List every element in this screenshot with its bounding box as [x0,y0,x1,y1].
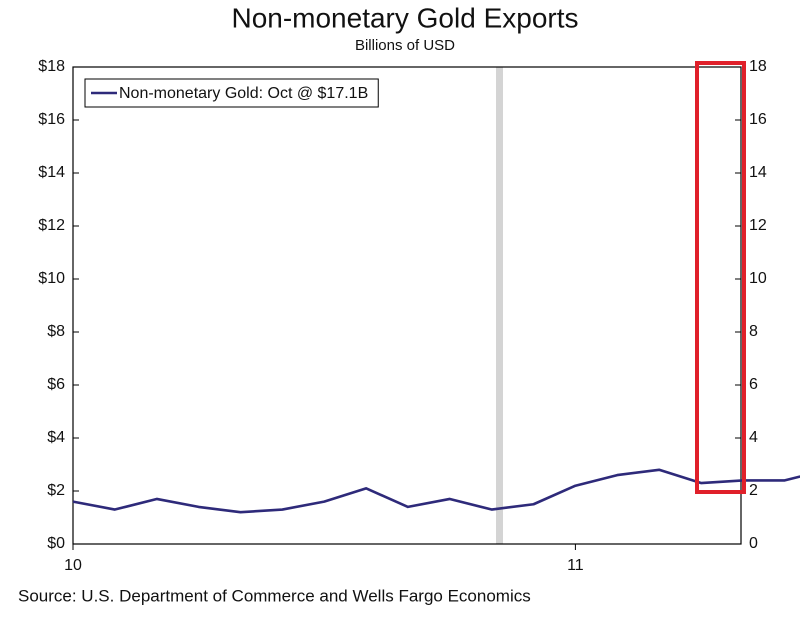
y2-tick-label: 18 [749,58,767,75]
chart-title: Non-monetary Gold Exports [231,2,578,33]
y-tick-label: $16 [38,111,65,128]
y-tick-label: $18 [38,58,65,75]
y2-tick-label: 0 [749,535,758,552]
y2-tick-label: 12 [749,217,767,234]
plot-frame [72,66,742,545]
y2-tick-label: 4 [749,429,758,446]
y-tick-label: $8 [47,323,65,340]
legend-label: Non-monetary Gold: Oct @ $17.1B [119,85,368,102]
x-tick-label: 11 [567,557,584,574]
y2-tick-label: 14 [749,164,767,181]
y-tick-label: $6 [47,376,65,393]
y-tick-label: $4 [47,429,65,446]
y2-tick-label: 8 [749,323,758,340]
x-tick-label: 10 [64,557,82,574]
source-note: Source: U.S. Department of Commerce and … [18,586,531,605]
y-tick-label: $10 [38,270,65,287]
y2-tick-label: 10 [749,270,767,287]
y-tick-label: $14 [38,164,65,181]
y2-tick-label: 2 [749,482,758,499]
y2-tick-label: 16 [749,111,767,128]
highlight-box [695,61,746,494]
y2-tick-label: 6 [749,376,758,393]
y-tick-label: $0 [47,535,65,552]
chart-subtitle: Billions of USD [355,37,455,54]
recession-shading [496,67,503,544]
y-tick-label: $12 [38,217,65,234]
data-line [72,468,800,514]
legend-box [84,78,379,108]
y-tick-label: $2 [47,482,65,499]
